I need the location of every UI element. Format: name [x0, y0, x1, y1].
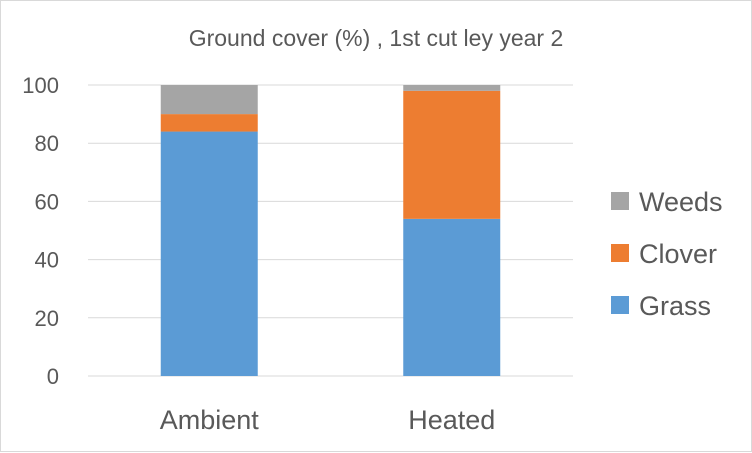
- legend-label: Weeds: [639, 187, 723, 217]
- y-tick-label: 60: [35, 189, 59, 214]
- legend-label: Grass: [639, 291, 711, 321]
- bar-weeds-heated: [403, 85, 501, 91]
- bar-grass-heated: [403, 218, 501, 376]
- legend-label: Clover: [639, 239, 717, 269]
- bar-grass-ambient: [160, 131, 258, 376]
- y-tick-label: 0: [47, 364, 59, 389]
- y-axis-ticks: 0 20 40 60 80 100: [22, 73, 59, 389]
- x-category-label: Ambient: [160, 405, 260, 435]
- bar-clover-heated: [403, 90, 501, 219]
- bar-clover-ambient: [160, 114, 258, 132]
- y-tick-label: 40: [35, 248, 59, 273]
- bar-weeds-ambient: [160, 85, 258, 115]
- y-tick-label: 80: [35, 131, 59, 156]
- legend-swatch: [611, 296, 629, 314]
- x-axis-categories: Ambient Heated: [160, 405, 496, 435]
- bars: [160, 85, 501, 376]
- x-category-label: Heated: [408, 405, 495, 435]
- legend-swatch: [611, 192, 629, 210]
- legend: Weeds Clover Grass: [611, 187, 723, 321]
- legend-swatch: [611, 244, 629, 262]
- y-tick-label: 100: [22, 73, 59, 98]
- chart-title: Ground cover (%) , 1st cut ley year 2: [189, 25, 564, 51]
- y-tick-label: 20: [35, 306, 59, 331]
